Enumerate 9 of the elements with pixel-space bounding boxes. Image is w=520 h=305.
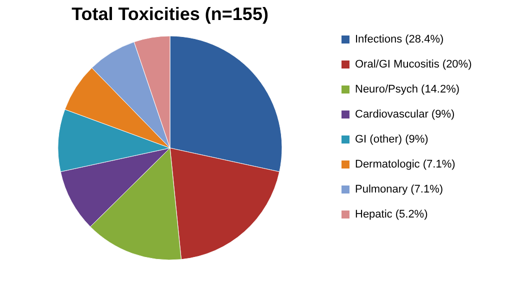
- legend-label: Hepatic (5.2%): [355, 208, 428, 220]
- legend-label: GI (other) (9%): [355, 134, 428, 146]
- legend-label: Dermatologic (7.1%): [355, 158, 456, 170]
- legend-label: Pulmonary (7.1%): [355, 184, 444, 196]
- legend-label: Infections (28.4%): [355, 34, 444, 46]
- chart-title: Total Toxicities (n=155): [72, 4, 268, 24]
- legend-label: Neuro/Psych (14.2%): [355, 84, 460, 96]
- legend-label: Cardiovascular (9%): [355, 108, 455, 120]
- legend-label: Oral/GI Mucositis (20%): [355, 58, 472, 70]
